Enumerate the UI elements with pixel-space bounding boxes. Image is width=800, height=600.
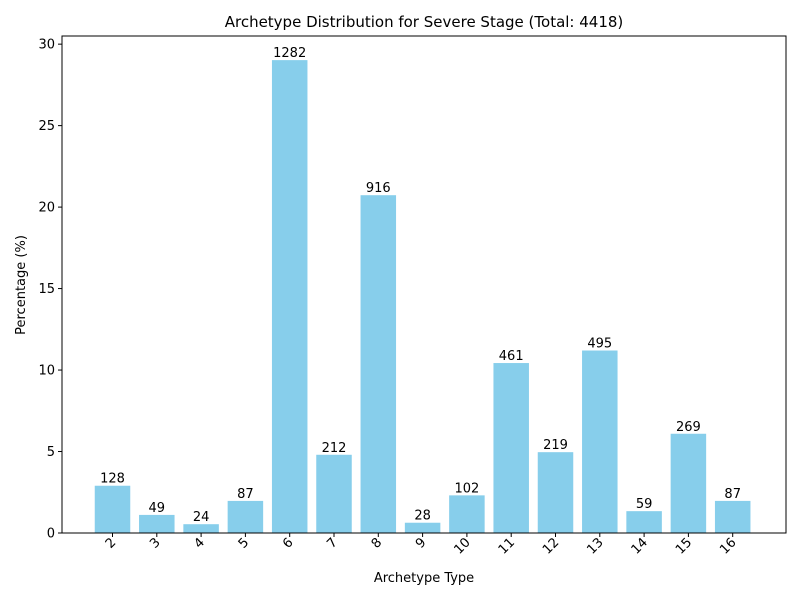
data-label-12: 219 bbox=[543, 438, 568, 453]
bar-12 bbox=[537, 452, 574, 533]
x-tick-label-16: 16 bbox=[717, 535, 739, 557]
x-tick-label-7: 7 bbox=[324, 535, 340, 551]
bar-11 bbox=[493, 363, 529, 533]
x-axis-label: Archetype Type bbox=[374, 571, 474, 586]
data-label-7: 212 bbox=[322, 441, 347, 456]
y-tick-label-20: 20 bbox=[38, 201, 55, 216]
bar-4 bbox=[183, 524, 219, 533]
y-tick-label-10: 10 bbox=[38, 364, 55, 379]
bar-5 bbox=[227, 500, 264, 533]
data-label-10: 102 bbox=[454, 481, 479, 496]
data-labels-group: 128 49 24 87 1282 212 916 28 102 461 219 495 59 269 87 bbox=[100, 46, 741, 525]
bars-group bbox=[94, 60, 751, 534]
x-tick-label-15: 15 bbox=[673, 535, 695, 557]
data-label-11: 461 bbox=[499, 349, 524, 364]
bar-15 bbox=[670, 433, 707, 533]
x-tick-label-14: 14 bbox=[629, 535, 651, 557]
x-tick-label-13: 13 bbox=[584, 535, 606, 557]
x-tick-label-5: 5 bbox=[236, 535, 252, 551]
plot-frame bbox=[61, 35, 787, 534]
data-label-8: 916 bbox=[366, 181, 391, 196]
x-tick-label-4: 4 bbox=[191, 535, 207, 551]
y-tick-label-0: 0 bbox=[47, 527, 55, 542]
bar-3 bbox=[139, 514, 175, 533]
x-tick-label-3: 3 bbox=[147, 535, 163, 551]
x-tick-label-11: 11 bbox=[496, 535, 518, 557]
data-label-9: 28 bbox=[414, 509, 431, 524]
y-tick-label-15: 15 bbox=[38, 282, 55, 297]
x-tick-label-9: 9 bbox=[413, 535, 429, 551]
chart-title: Archetype Distribution for Severe Stage … bbox=[225, 13, 624, 31]
y-tick-label-25: 25 bbox=[38, 119, 55, 134]
bar-16 bbox=[714, 500, 751, 533]
data-label-16: 87 bbox=[724, 487, 741, 502]
bar-9 bbox=[404, 522, 441, 533]
data-label-2: 128 bbox=[100, 472, 125, 487]
data-label-15: 269 bbox=[676, 420, 701, 435]
y-axis: 0 5 10 15 20 25 30 bbox=[38, 38, 62, 542]
bar-2 bbox=[94, 485, 131, 533]
data-label-5: 87 bbox=[237, 487, 254, 502]
data-label-3: 49 bbox=[149, 501, 166, 516]
bar-7 bbox=[316, 454, 352, 533]
data-label-6: 1282 bbox=[273, 46, 306, 61]
x-tick-label-2: 2 bbox=[103, 535, 119, 551]
x-axis: 2 3 4 5 6 7 8 9 10 11 12 13 14 15 16 bbox=[103, 533, 740, 558]
data-label-14: 59 bbox=[636, 497, 653, 512]
y-tick-label-30: 30 bbox=[38, 38, 55, 53]
bar-8 bbox=[360, 195, 397, 533]
x-tick-label-12: 12 bbox=[540, 535, 562, 557]
y-axis-label: Percentage (%) bbox=[14, 235, 29, 335]
bar-6 bbox=[271, 60, 308, 534]
x-tick-label-6: 6 bbox=[280, 535, 296, 551]
data-label-13: 495 bbox=[587, 337, 612, 352]
x-tick-label-10: 10 bbox=[451, 535, 473, 557]
bar-10 bbox=[449, 495, 485, 533]
bar-14 bbox=[626, 511, 662, 533]
bar-13 bbox=[582, 350, 618, 533]
data-label-4: 24 bbox=[193, 510, 210, 525]
x-tick-label-8: 8 bbox=[369, 535, 385, 551]
y-tick-label-5: 5 bbox=[47, 445, 55, 460]
